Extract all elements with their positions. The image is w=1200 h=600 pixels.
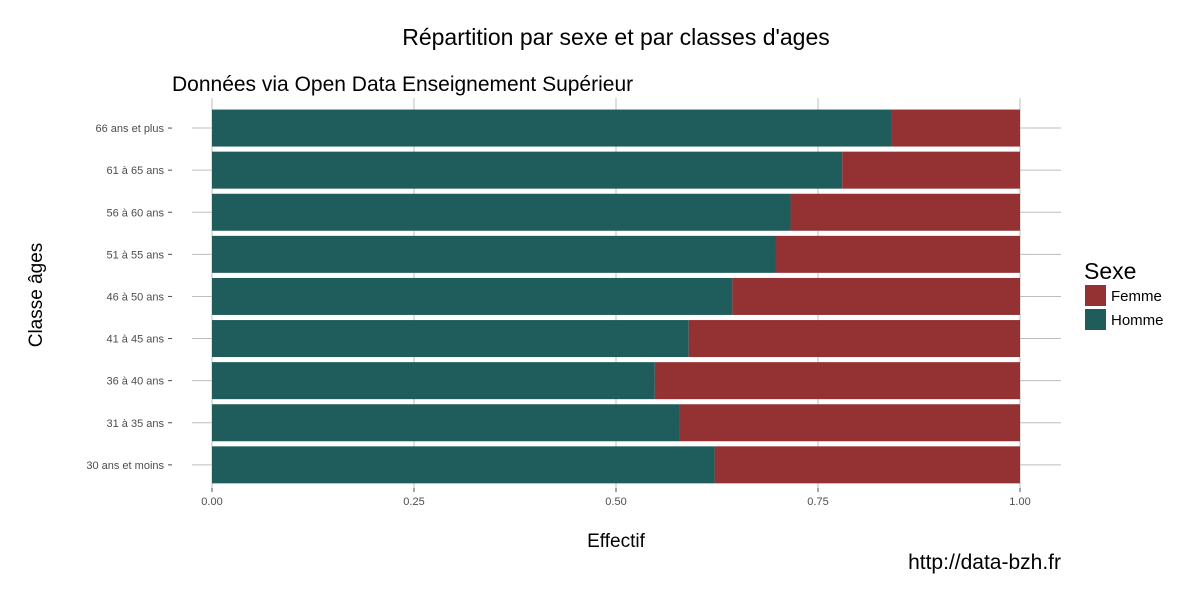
source-note: http://data-bzh.fr <box>908 551 1061 574</box>
y-tick-label: 46 à 50 ans <box>107 291 165 303</box>
y-axis-title: Classe âges <box>26 243 47 348</box>
legend-label: Homme <box>1111 312 1164 329</box>
y-tick-label: 30 ans et moins <box>86 460 164 472</box>
bar-homme <box>212 362 655 400</box>
bar-femme <box>714 446 1020 484</box>
bar-femme <box>679 404 1020 442</box>
chart-subtitle: Données via Open Data Enseignement Supér… <box>172 73 633 96</box>
bar-homme <box>212 404 680 442</box>
bar-homme <box>212 151 843 189</box>
x-tick-label: 0.50 <box>605 496 626 508</box>
legend-title: Sexe <box>1084 258 1136 284</box>
bar-femme <box>775 235 1020 273</box>
y-axis: 30 ans et moins 31 à 35 ans 36 à 40 ans 41 … <box>86 123 172 472</box>
bar-femme <box>688 320 1020 358</box>
legend: Sexe Femme Homme <box>1084 258 1164 330</box>
bar-homme <box>212 109 892 147</box>
bar-homme <box>212 193 791 231</box>
y-tick-label: 66 ans et plus <box>96 123 165 135</box>
bar-femme <box>654 362 1020 400</box>
bar-homme <box>212 446 715 484</box>
x-axis: 0.00 0.25 0.50 0.75 1.00 <box>201 488 1031 508</box>
y-tick-label: 51 à 55 ans <box>107 249 165 261</box>
y-tick-label: 31 à 35 ans <box>107 418 165 430</box>
y-tick-label: 41 à 45 ans <box>107 334 165 346</box>
x-tick-label: 0.75 <box>807 496 828 508</box>
bar-homme <box>212 320 689 358</box>
chart-title: Répartition par sexe et par classes d'ag… <box>402 24 830 50</box>
legend-swatch <box>1085 309 1106 330</box>
legend-swatch <box>1085 285 1106 306</box>
x-tick-label: 0.00 <box>201 496 222 508</box>
bar-homme <box>212 277 733 315</box>
bar-femme <box>891 109 1020 147</box>
bar-homme <box>212 235 776 273</box>
legend-label: Femme <box>1111 288 1162 305</box>
bars <box>212 109 1020 484</box>
x-tick-label: 0.25 <box>403 496 424 508</box>
y-tick-label: 36 à 40 ans <box>107 376 165 388</box>
x-axis-title: Effectif <box>587 531 645 552</box>
y-tick-label: 56 à 60 ans <box>107 207 165 219</box>
y-tick-label: 61 à 65 ans <box>107 165 165 177</box>
bar-femme <box>732 277 1020 315</box>
x-tick-label: 1.00 <box>1009 496 1030 508</box>
bar-femme <box>842 151 1020 189</box>
bar-femme <box>790 193 1020 231</box>
